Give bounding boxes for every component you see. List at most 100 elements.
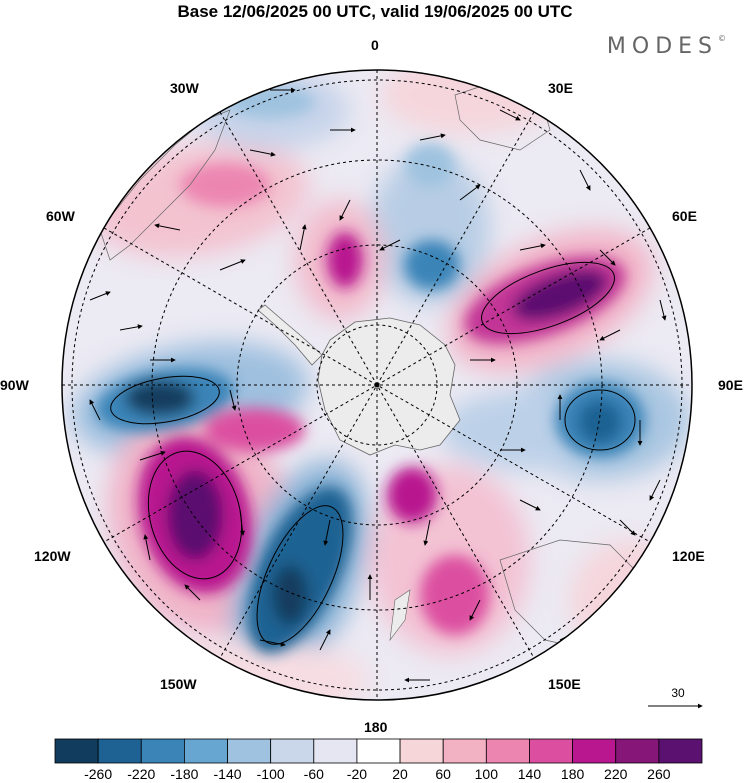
lon-label-90e: 90E xyxy=(718,377,743,393)
anomaly-cores xyxy=(95,86,645,654)
colorbar-swatch xyxy=(442,738,487,764)
colorbar-swatch xyxy=(227,738,272,764)
colorbar-tick-label: 100 xyxy=(474,766,498,782)
south-pole-marker xyxy=(374,382,380,388)
anomaly-core xyxy=(180,163,270,207)
antarctic-peninsula xyxy=(257,304,323,366)
colorbar-tick-label: 60 xyxy=(435,766,451,782)
wind-arrow xyxy=(494,679,521,687)
wind-arrow xyxy=(219,259,246,271)
wind-arrow xyxy=(143,534,151,561)
anomaly-core xyxy=(205,408,305,452)
colorbar-swatch xyxy=(183,738,228,764)
wind-arrow xyxy=(379,239,401,251)
contour-line xyxy=(147,450,243,580)
brand-name: MODES xyxy=(606,34,718,59)
colorbar-tick-label: 140 xyxy=(517,766,542,782)
wind-arrow xyxy=(499,109,521,121)
lon-label-30e: 30E xyxy=(548,80,573,96)
lon-label-0: 0 xyxy=(371,37,379,53)
wind-arrow xyxy=(139,450,166,461)
colorbar-swatch xyxy=(270,738,315,764)
colorbar-tick-label: -220 xyxy=(127,766,156,782)
colorbar-tick-label: -60 xyxy=(303,766,324,782)
wind-arrow xyxy=(89,291,111,301)
anomaly-core xyxy=(404,240,460,290)
colorbar-swatch xyxy=(658,738,703,764)
wind-arrow xyxy=(519,499,541,511)
wind-arrow xyxy=(154,223,181,231)
wind-arrow xyxy=(339,199,351,221)
lon-label-180: 180 xyxy=(364,719,388,735)
colorbar-swatch xyxy=(615,738,660,764)
colorbar-tick-label: -260 xyxy=(84,766,113,782)
anomaly-core xyxy=(167,470,223,560)
wind-arrow xyxy=(419,133,446,141)
wind-reference-label: 30 xyxy=(671,686,685,700)
anomaly-core xyxy=(512,269,608,321)
wind-arrow xyxy=(519,243,546,251)
lon-label-150e: 150E xyxy=(548,676,581,692)
wind-arrow xyxy=(469,599,481,621)
wind-arrow xyxy=(239,509,245,536)
anomaly-core xyxy=(420,555,490,635)
map-border xyxy=(61,69,693,701)
wind-arrow xyxy=(119,324,143,331)
wind-arrow xyxy=(299,224,307,251)
wind-arrow xyxy=(599,329,621,341)
map-disk xyxy=(62,70,692,700)
wind-arrow xyxy=(259,639,286,647)
contour-line xyxy=(256,505,344,645)
colorbar-swatch xyxy=(572,738,617,764)
lon-label-150w: 150W xyxy=(160,676,197,692)
anomaly-core xyxy=(578,400,622,444)
wind-arrow xyxy=(229,389,237,411)
colorbar-tick-label: -180 xyxy=(170,766,199,782)
colorbar-swatch xyxy=(313,738,358,764)
colorbar-swatch xyxy=(529,738,574,764)
south-america-coast xyxy=(99,109,231,261)
anomaly-core xyxy=(387,467,437,523)
colorbar-tick-label: -140 xyxy=(213,766,242,782)
wind-arrow xyxy=(89,399,101,421)
colorbar-tick-label: -100 xyxy=(256,766,285,782)
anomaly-core xyxy=(272,565,308,625)
wind-arrow xyxy=(249,149,276,157)
anomaly-core xyxy=(125,380,195,416)
anomaly-core xyxy=(327,232,363,288)
contour-line xyxy=(481,261,615,335)
lon-label-60w: 60W xyxy=(46,208,75,224)
antarctica-landmass xyxy=(317,317,461,456)
colorbar-tick-label: 260 xyxy=(647,766,671,782)
wind-arrow xyxy=(659,299,667,321)
wind-arrow xyxy=(599,249,616,266)
colorbar-swatch xyxy=(485,738,530,764)
colorbar-swatch xyxy=(356,738,401,764)
wind-arrow xyxy=(459,184,481,201)
wind-arrow xyxy=(423,519,431,546)
colorbar-tick-label: 220 xyxy=(604,766,628,782)
contour-line xyxy=(110,375,220,425)
colorbar-swatch xyxy=(140,738,185,764)
wind-arrow xyxy=(579,169,591,191)
wind-arrow xyxy=(184,584,201,601)
wind-arrow xyxy=(649,479,661,501)
anomaly-core xyxy=(247,486,353,654)
colorbar-swatch xyxy=(97,738,142,764)
colorbar-tick-label: -20 xyxy=(346,766,368,782)
colorbar-tick-label: 20 xyxy=(392,766,408,782)
colorbar-swatch xyxy=(54,738,99,764)
brand-mark: © xyxy=(718,34,726,43)
new-zealand-coast xyxy=(389,589,411,642)
wind-vectors xyxy=(89,87,667,700)
wind-arrow xyxy=(619,519,636,536)
contour-line xyxy=(564,389,636,451)
lon-label-30w: 30W xyxy=(170,80,199,96)
chart-title: Base 12/06/2025 00 UTC, valid 19/06/2025… xyxy=(177,2,573,21)
wind-arrow xyxy=(319,629,331,651)
anomaly-area xyxy=(370,155,490,305)
brand-logo: MODES© xyxy=(607,34,726,59)
colorbar-tick-label: 180 xyxy=(560,766,585,782)
lon-label-90w: 90W xyxy=(0,377,29,393)
